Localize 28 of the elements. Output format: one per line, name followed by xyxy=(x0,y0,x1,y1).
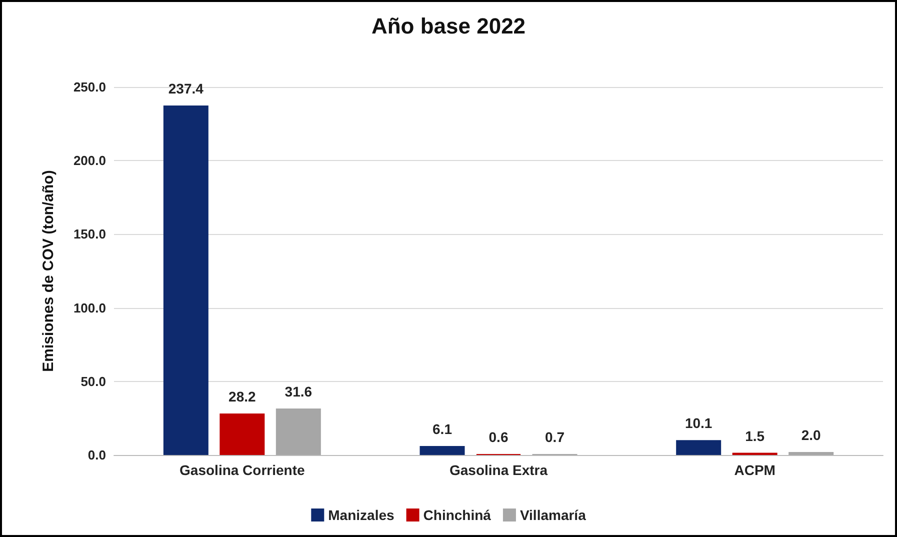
data-label: 237.4 xyxy=(168,80,204,97)
data-label: 28.2 xyxy=(228,388,256,404)
x-tick-label: ACPM xyxy=(734,462,776,478)
bar xyxy=(163,106,208,455)
chart-title: Año base 2022 xyxy=(371,14,526,38)
bar xyxy=(220,413,265,455)
bar xyxy=(420,446,465,455)
y-tick-label: 100.0 xyxy=(73,300,106,316)
y-tick-label: 250.0 xyxy=(73,80,106,94)
legend-label: Manizales xyxy=(328,507,394,523)
x-tick-label: Gasolina Extra xyxy=(449,462,548,478)
data-label: 6.1 xyxy=(432,421,452,438)
bar xyxy=(276,408,321,455)
y-tick-label: 0.0 xyxy=(88,448,106,462)
y-tick-label: 50.0 xyxy=(80,374,106,389)
legend-label: Villamaría xyxy=(520,507,586,523)
legend-label: Chinchiná xyxy=(423,507,492,523)
data-label: 1.5 xyxy=(745,428,765,444)
x-tick-label: Gasolina Corriente xyxy=(180,462,306,478)
data-label: 10.1 xyxy=(684,415,712,432)
y-axis-title: Emisiones de COV (ton/año) xyxy=(40,170,57,372)
data-label: 31.6 xyxy=(284,383,312,400)
data-label: 0.6 xyxy=(488,429,508,446)
data-label: 2.0 xyxy=(801,427,822,444)
bar xyxy=(676,440,722,455)
data-label: 0.7 xyxy=(545,428,565,445)
y-tick-label: 150.0 xyxy=(73,226,106,242)
y-tick-label: 200.0 xyxy=(73,153,106,168)
